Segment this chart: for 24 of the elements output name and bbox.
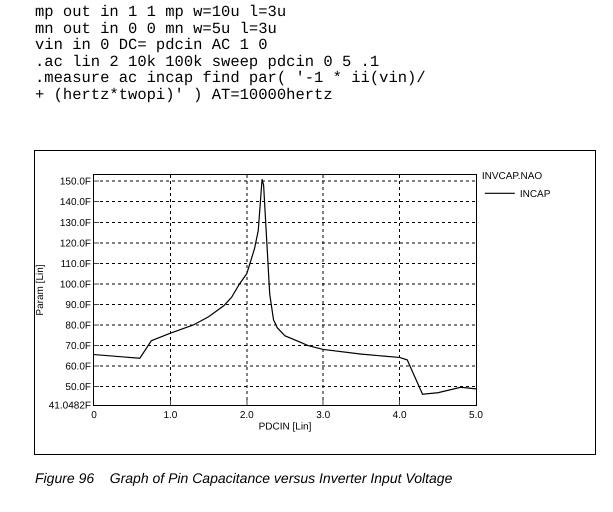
legend-title: INVCAP.NAO (482, 170, 542, 182)
x-tick-label: 2.0 (240, 410, 254, 421)
x-axis-title: PDCIN [Lin] (258, 422, 312, 432)
y-tick-label: 90.0F (65, 300, 91, 311)
y-tick-label: 140.0F (60, 197, 91, 208)
y-axis-title: Param [Lin] (35, 264, 46, 316)
x-tick-label: 4.0 (392, 410, 407, 421)
legend-label: INCAP (520, 189, 551, 200)
x-tick-label: 0 (91, 410, 98, 421)
y-tick-label: 110.0F (60, 258, 91, 270)
y-tick-label: 150.0F (60, 176, 91, 188)
text: mp out in 1 1 mp w=10u l=3u mn out in 0 0 mn w=5u l=3u vin in 0 DC= pdcin AC 1 0 .ac lin 2 10k 100k sweep pdcin 0 5 .1 .measure ac incap find par( '-1 * ii(vin)/ + (hertz*twopi)' ) AT=10000hertz (35, 3, 426, 104)
y-tick-label: 80.0F (65, 320, 91, 332)
y-tick-label: 50.0F (65, 382, 91, 394)
x-tick-label: 3.0 (316, 410, 331, 421)
y-tick-label: 60.0F (65, 362, 91, 373)
y-tick-label: 100.0F (60, 279, 91, 290)
x-tick-label: 1.0 (163, 410, 178, 421)
y-tick-label: 41.0482F (48, 400, 91, 412)
y-tick-label: 130.0F (60, 218, 91, 229)
y-tick-label: 120.0F (60, 238, 91, 250)
x-tick-label: 5.0 (469, 410, 484, 421)
y-tick-label: 70.0F (65, 341, 91, 352)
caption: Figure 96 Graph of Pin Capacitance versus Inverter Input Voltage (35, 470, 452, 486)
